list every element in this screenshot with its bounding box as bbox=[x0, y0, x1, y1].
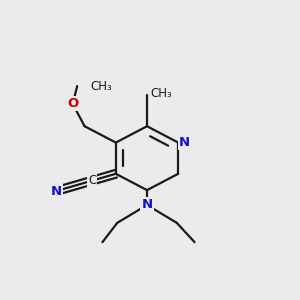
Text: N: N bbox=[51, 185, 62, 198]
Text: C: C bbox=[88, 174, 96, 187]
Text: CH₃: CH₃ bbox=[91, 80, 112, 93]
Text: N: N bbox=[179, 136, 190, 149]
Text: O: O bbox=[67, 98, 78, 110]
Text: CH₃: CH₃ bbox=[150, 87, 172, 100]
Text: N: N bbox=[142, 199, 153, 212]
